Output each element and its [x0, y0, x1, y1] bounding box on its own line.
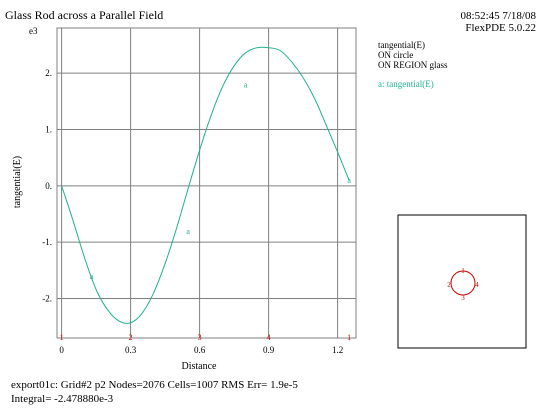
axis-point-labels: 1 2 3 4 1 — [60, 333, 352, 342]
y-tick-label: -1. — [42, 237, 52, 247]
legend: tangential(E) ON circle ON REGION glass … — [378, 40, 448, 89]
axis-point-label: 2 — [129, 333, 133, 342]
x-tick-label: 0.9 — [263, 345, 275, 355]
software-version: FlexPDE 5.0.22 — [465, 22, 536, 34]
y-axis-label: tangential(E) — [12, 156, 23, 208]
series-marker: a — [347, 176, 351, 185]
y-multiplier-label: e3 — [29, 26, 38, 36]
y-tick-label: -2. — [42, 294, 52, 304]
series-marker: a — [244, 80, 248, 89]
legend-line-3: ON REGION glass — [378, 60, 448, 70]
inset-circle-boundary — [450, 270, 476, 296]
domain-inset: 1 2 3 4 — [397, 214, 527, 349]
y-tick-label: 1. — [45, 124, 52, 134]
axis-point-label: 3 — [198, 333, 202, 342]
inset-point-label: 2 — [447, 281, 451, 289]
grid-lines — [57, 28, 356, 338]
series-curve — [61, 46, 350, 324]
y-tick-label: 0. — [45, 181, 52, 191]
plot-title: Glass Rod across a Parallel Field — [5, 8, 163, 22]
x-tick-label: 0.6 — [194, 345, 206, 355]
inset-point-label: 4 — [475, 281, 479, 289]
series-markers: a a a a — [90, 80, 352, 281]
series-marker: a — [90, 272, 94, 281]
x-tick-label: 0 — [59, 345, 64, 355]
legend-line-2: ON circle — [378, 50, 413, 60]
axes — [56, 27, 357, 339]
legend-series-entry: a: tangential(E) — [378, 79, 434, 89]
y-tick-label: 2. — [45, 68, 52, 78]
tick-labels: 0 0.3 0.6 0.9 1.2 -2. -1. 0. 1. 2. — [42, 68, 343, 355]
axis-point-label: 4 — [267, 333, 271, 342]
integral-value: Integral= -2.478880e-3 — [11, 393, 114, 405]
series-curves — [61, 46, 350, 324]
run-summary: export01c: Grid#2 p2 Nodes=2076 Cells=10… — [11, 379, 298, 391]
x-tick-label: 1.2 — [332, 345, 343, 355]
inset-frame — [397, 214, 527, 349]
plot-frame — [56, 27, 357, 339]
inset-point-label: 3 — [461, 294, 465, 302]
timestamp: 08:52:45 7/18/08 — [461, 10, 537, 22]
series-marker: a — [186, 227, 190, 236]
x-axis-label: Distance — [182, 361, 218, 372]
axis-point-label: 1 — [347, 333, 351, 342]
inset-point-label: 1 — [461, 267, 465, 275]
axis-point-label: 1 — [60, 333, 64, 342]
x-tick-label: 0.3 — [125, 345, 137, 355]
legend-line-1: tangential(E) — [378, 40, 425, 50]
